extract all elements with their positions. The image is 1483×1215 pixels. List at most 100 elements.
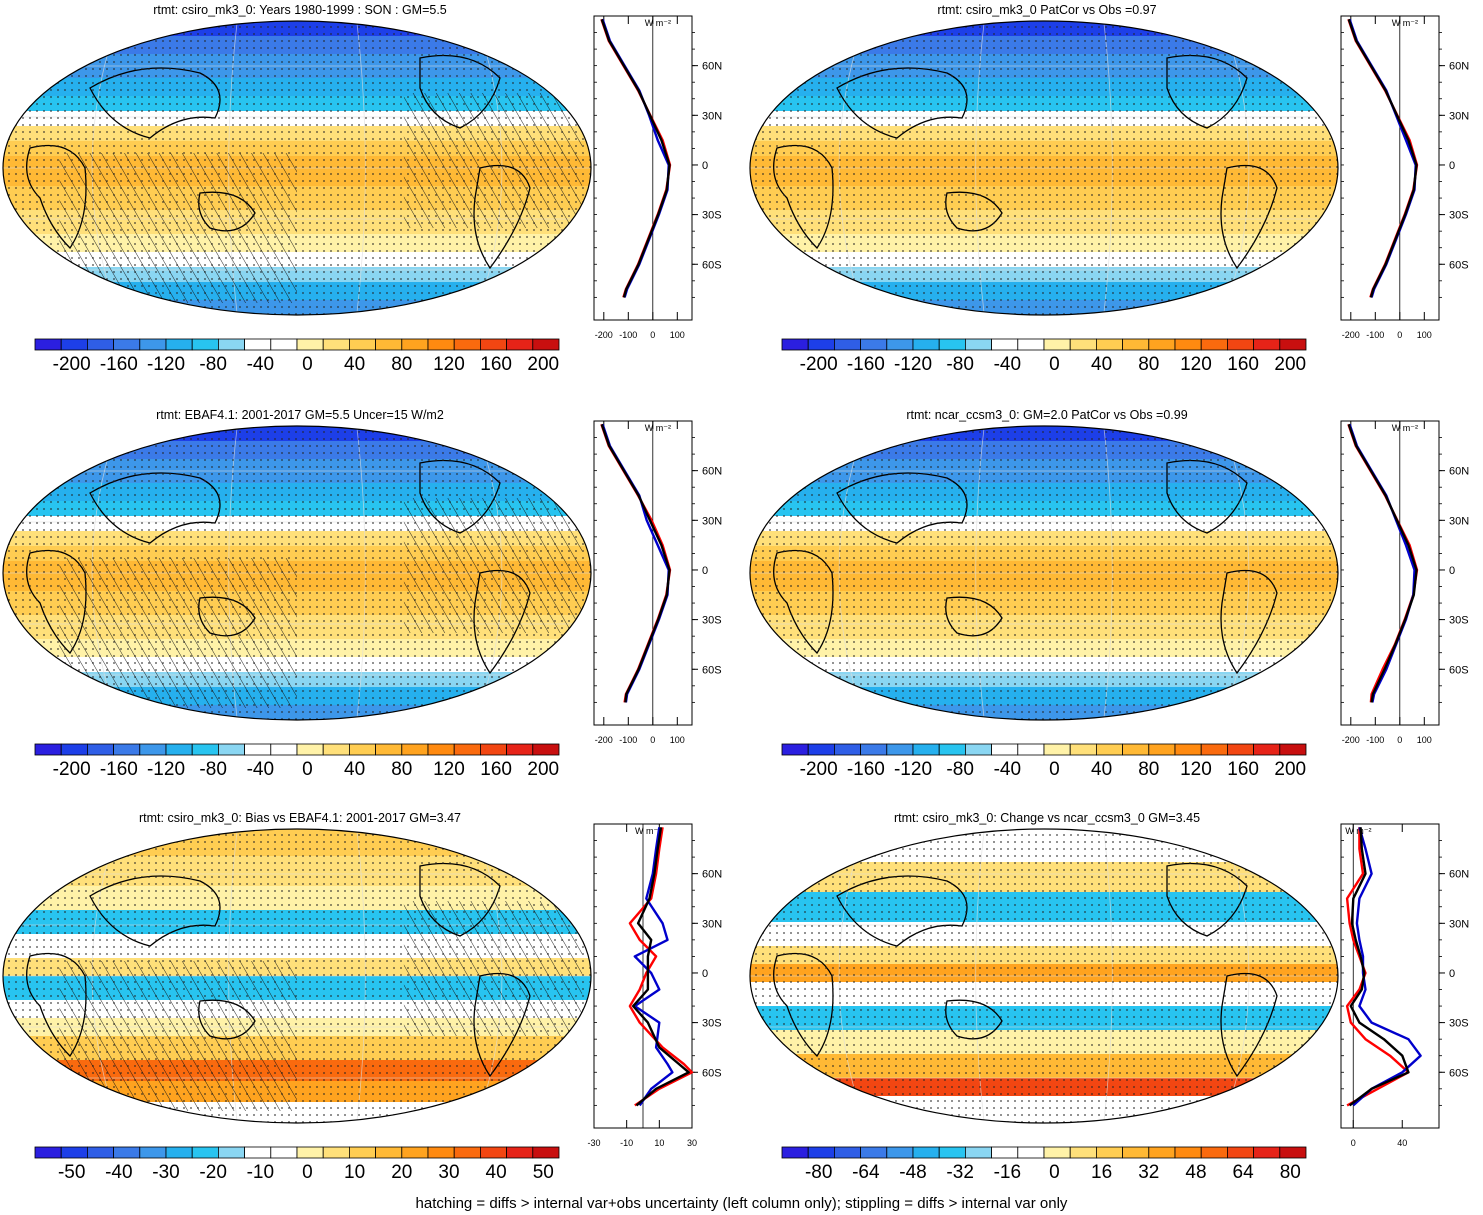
profile-line xyxy=(1347,423,1419,703)
x-tick-label: -100 xyxy=(619,330,637,340)
hatching xyxy=(403,93,583,228)
colorbar-swatch xyxy=(427,1146,455,1159)
colorbar-tick-label: 160 xyxy=(480,354,512,375)
colorbar-swatch xyxy=(1174,338,1202,351)
colorbar-tick-label: -10 xyxy=(246,1162,275,1183)
colorbar-tick-label: 80 xyxy=(391,759,413,780)
colorbar-tick-label: -40 xyxy=(993,354,1022,375)
hatching xyxy=(403,901,583,1036)
colorbar-swatch xyxy=(322,743,350,756)
colorbar-swatch xyxy=(886,338,914,351)
lat-tick-label: 0 xyxy=(1449,968,1455,980)
colorbar-swatch xyxy=(834,338,862,351)
colorbar-swatch xyxy=(217,1146,245,1159)
zonal-profile: W m⁻² 60N 30N 0 30S 60S -200 -100 0 100 xyxy=(593,15,722,340)
colorbar-swatch xyxy=(938,338,966,351)
colorbar-swatch xyxy=(506,743,534,756)
x-tick-label: 0 xyxy=(650,330,655,340)
colorbar-swatch xyxy=(375,1146,403,1159)
world-map xyxy=(749,828,1339,1124)
colorbar-swatch xyxy=(1253,743,1281,756)
profile-line xyxy=(1345,827,1410,1107)
colorbar-tick-label: -160 xyxy=(99,354,138,375)
colorbar-swatch xyxy=(401,1146,429,1159)
colorbar-tick-label: 160 xyxy=(1227,759,1259,780)
colorbar-tick-label: -200 xyxy=(52,759,91,780)
world-map xyxy=(2,425,592,721)
map-panel: rtmt: ncar_ccsm3_0: GM=2.0 PatCor vs Obs… xyxy=(747,405,1483,810)
x-tick-label: -100 xyxy=(1366,735,1384,745)
colorbar-swatch xyxy=(60,338,88,351)
colorbar-swatch xyxy=(296,743,324,756)
colorbar-swatch xyxy=(532,743,560,756)
colorbar-tick-label: -30 xyxy=(152,1162,180,1183)
colorbar-swatch xyxy=(322,1146,350,1159)
colorbar-swatch xyxy=(87,1146,115,1159)
colorbar-tick-label: 80 xyxy=(1138,759,1160,780)
colorbar-swatch xyxy=(87,338,115,351)
map-panel: rtmt: csiro_mk3_0: Years 1980-1999 : SON… xyxy=(0,0,741,405)
colorbar-swatch xyxy=(1279,338,1307,351)
colorbar-tick-label: -160 xyxy=(846,759,885,780)
colorbar-swatch xyxy=(886,1146,914,1159)
colorbar-tick-label: -120 xyxy=(893,354,933,375)
x-tick-label: -200 xyxy=(1342,330,1360,340)
x-tick-label: 0 xyxy=(1397,735,1402,745)
world-map xyxy=(749,20,1339,316)
colorbar xyxy=(781,1146,1307,1159)
lat-tick-label: 30S xyxy=(1449,615,1469,627)
lat-tick-label: 60S xyxy=(1449,664,1469,676)
x-tick-label: 0 xyxy=(650,735,655,745)
colorbar-swatch xyxy=(427,743,455,756)
colorbar-tick-label: 40 xyxy=(1091,354,1113,375)
lat-tick-label: 0 xyxy=(1449,160,1455,172)
colorbar-swatch xyxy=(886,743,914,756)
x-tick-label: 100 xyxy=(670,735,685,745)
colorbar-swatch xyxy=(401,743,429,756)
lat-tick-label: 30N xyxy=(702,110,722,122)
colorbar-tick-label: 200 xyxy=(1274,354,1307,375)
colorbar-swatch xyxy=(1148,1146,1176,1159)
colorbar-tick-label: -80 xyxy=(199,759,227,780)
lat-tick-label: 0 xyxy=(1449,565,1455,577)
colorbar-tick-label: -200 xyxy=(52,354,91,375)
lat-tick-label: 30N xyxy=(702,515,722,527)
colorbar-swatch xyxy=(964,338,992,351)
colorbar-swatch xyxy=(1200,338,1228,351)
colorbar-tick-label: 64 xyxy=(1232,1162,1254,1183)
colorbar-tick-label: -64 xyxy=(852,1162,880,1183)
colorbar-swatch xyxy=(453,743,481,756)
colorbar-swatch xyxy=(453,338,481,351)
colorbar-swatch xyxy=(113,338,141,351)
colorbar-swatch xyxy=(532,338,560,351)
lat-tick-label: 30S xyxy=(1449,1018,1469,1030)
colorbar-swatch xyxy=(191,1146,219,1159)
colorbar-swatch xyxy=(191,743,219,756)
colorbar-swatch xyxy=(1174,1146,1202,1159)
x-tick-label: 10 xyxy=(654,1138,664,1148)
hatching xyxy=(59,961,298,1111)
colorbar-swatch xyxy=(479,338,507,351)
zonal-profile: W m⁻² 60N 30N 0 30S 60S -200 -100 0 100 xyxy=(1340,15,1469,340)
unit-label: W m⁻² xyxy=(635,826,661,836)
colorbar-tick-label: -160 xyxy=(846,354,885,375)
profile-line xyxy=(1348,423,1416,703)
colorbar-swatch xyxy=(1253,338,1281,351)
panel-title: rtmt: ncar_ccsm3_0: GM=2.0 PatCor vs Obs… xyxy=(906,408,1188,422)
colorbar-swatch xyxy=(1122,743,1150,756)
x-tick-label: -30 xyxy=(587,1138,600,1148)
unit-label: W m⁻² xyxy=(1392,423,1418,433)
x-tick-label: -100 xyxy=(1366,330,1384,340)
colorbar xyxy=(781,743,1307,756)
colorbar-swatch xyxy=(1017,743,1045,756)
colorbar-tick-label: 40 xyxy=(1091,759,1113,780)
profile-line xyxy=(600,423,672,703)
colorbar-swatch xyxy=(453,1146,481,1159)
profile-line xyxy=(1347,18,1418,298)
colorbar-swatch xyxy=(34,1146,62,1159)
colorbar-swatch xyxy=(270,338,298,351)
lat-tick-label: 30S xyxy=(702,210,722,222)
colorbar-swatch xyxy=(479,1146,507,1159)
x-tick-label: 30 xyxy=(687,1138,697,1148)
colorbar-swatch xyxy=(1095,743,1123,756)
